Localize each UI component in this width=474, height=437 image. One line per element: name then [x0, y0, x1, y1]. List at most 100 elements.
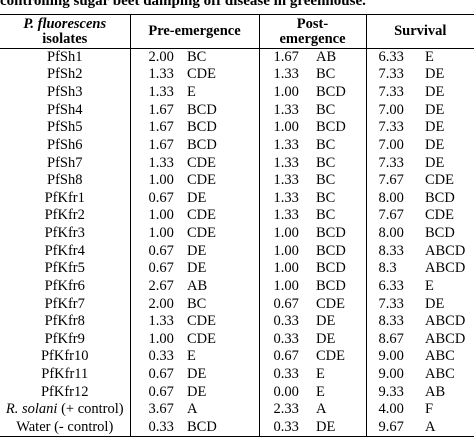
- isolate-cell: PfKfr2: [44, 207, 85, 224]
- pre-emergence-value: 1.33: [129, 66, 187, 84]
- survival-value: 7.67: [365, 207, 426, 225]
- pre-emergence-value: 3.67: [129, 401, 187, 419]
- pre-emergence-group: CDE: [187, 313, 216, 330]
- pre-emergence-group: DE: [187, 242, 207, 259]
- table-row: PfSh3 1.33 E 1.00 BCD 7.33 DE: [0, 83, 474, 102]
- table-row: PfSh1 2.00 BC 1.67 AB 6.33 E: [0, 48, 474, 67]
- post-emergence-value: 1.00: [258, 277, 316, 296]
- post-emergence-value: 1.67: [258, 48, 316, 67]
- pre-emergence-group: BCD: [187, 119, 217, 136]
- isolate-cell: PfSh6: [47, 136, 83, 153]
- survival-group: ABC: [425, 366, 455, 383]
- survival-value: 7.00: [365, 101, 426, 119]
- post-emergence-group: E: [316, 383, 325, 400]
- survival-value: 8.33: [365, 312, 426, 331]
- pre-emergence-group: BC: [187, 49, 207, 66]
- table-row: PfKfr7 2.00 BC 0.67 CDE 7.33 DE: [0, 295, 474, 313]
- post-emergence-group: BCD: [316, 84, 346, 101]
- post-emergence-value: 1.33: [258, 136, 316, 155]
- table-row: PfSh5 1.67 BCD 1.00 BCD 7.33 DE: [0, 119, 474, 137]
- isolate-cell: PfSh7: [47, 154, 83, 171]
- pre-emergence-group: E: [187, 84, 196, 101]
- survival-value: 7.33: [365, 83, 426, 102]
- table-row: PfKfr8 1.33 CDE 0.33 DE 8.33 ABCD: [0, 312, 474, 331]
- post-emergence-group: BCD: [316, 260, 346, 277]
- survival-value: 8.00: [365, 189, 426, 208]
- post-emergence-value: 1.33: [258, 171, 316, 190]
- post-emergence-group: CDE: [316, 295, 345, 312]
- post-emergence-group: BCD: [316, 277, 346, 294]
- survival-value: 7.33: [365, 154, 426, 172]
- isolate-cell: PfKfr1: [44, 189, 85, 206]
- post-emergence-group: DE: [316, 313, 336, 330]
- post-emergence-group: DE: [316, 330, 336, 347]
- table-row: PfSh2 1.33 CDE 1.33 BC 7.33 DE: [0, 66, 474, 84]
- header-post-line2: emergence: [279, 30, 346, 47]
- isolate-cell: PfSh1: [47, 49, 83, 66]
- post-emergence-value: 1.33: [258, 207, 316, 225]
- survival-value: 4.00: [365, 401, 426, 419]
- table-row: PfKfr6 2.67 AB 1.00 BCD 6.33 E: [0, 277, 474, 296]
- table-row: PfKfr1 0.67 DE 1.33 BC 8.00 BCD: [0, 189, 474, 208]
- table-row: PfSh4 1.67 BCD 1.33 BC 7.00 DE: [0, 101, 474, 119]
- pre-emergence-value: 2.00: [129, 48, 187, 67]
- survival-value: 7.00: [365, 136, 426, 155]
- isolate-cell: PfKfr7: [44, 295, 85, 312]
- header-survival: Survival: [365, 14, 474, 49]
- isolate-cell: PfSh8: [47, 172, 83, 189]
- post-emergence-group: BCD: [316, 119, 346, 136]
- survival-group: AB: [425, 383, 446, 400]
- post-emergence-group: E: [316, 366, 325, 383]
- header-post-emergence: Post- emergence: [258, 14, 367, 49]
- pre-emergence-value: 1.67: [129, 119, 187, 137]
- table-row: PfKfr4 0.67 DE 1.00 BCD 8.33 ABCD: [0, 242, 474, 260]
- isolate-cell: PfKfr10: [40, 348, 89, 365]
- results-table: P. fluorescens isolates Pre-emergence Po…: [0, 14, 474, 437]
- pre-emergence-group: DE: [187, 189, 207, 206]
- survival-group: BCD: [425, 225, 455, 242]
- survival-group: DE: [425, 154, 445, 171]
- survival-value: 8.00: [365, 224, 426, 243]
- post-emergence-value: 0.67: [258, 295, 316, 313]
- isolate-cell: PfKfr11: [41, 366, 89, 383]
- pre-emergence-value: 2.00: [129, 295, 187, 313]
- isolate-cell: PfKfr3: [44, 225, 85, 242]
- survival-group: CDE: [425, 172, 455, 189]
- post-emergence-group: BC: [316, 154, 336, 171]
- survival-value: 8.67: [365, 330, 426, 349]
- table-row: PfKfr10 0.33 E 0.67 CDE 9.00 ABC: [0, 348, 474, 366]
- pre-emergence-group: A: [187, 401, 198, 418]
- isolate-cell: Water (- control): [0, 418, 130, 437]
- post-emergence-group: BCD: [316, 242, 346, 259]
- header-pre-emergence: Pre-emergence: [129, 14, 259, 49]
- pre-emergence-value: 0.33: [129, 348, 187, 366]
- post-emergence-group: BC: [316, 101, 336, 118]
- pre-emergence-value: 1.67: [129, 136, 187, 155]
- table-row: PfSh7 1.33 CDE 1.33 BC 7.33 DE: [0, 154, 474, 172]
- table-body: PfSh1 2.00 BC 1.67 AB 6.33 E PfSh2 1.33 CDE 1.33 BC…: [0, 48, 474, 437]
- pre-emergence-value: 1.00: [129, 224, 187, 243]
- pre-emergence-value: 1.33: [129, 312, 187, 331]
- pre-emergence-group: BCD: [187, 101, 217, 118]
- pre-emergence-value: 0.67: [129, 189, 187, 208]
- header-row: P. fluorescens isolates Pre-emergence Po…: [0, 14, 474, 49]
- table-row: R. solani (+ control) 3.67 A 2.33 A 4.00 F: [0, 401, 474, 419]
- header-isolates-species: P. fluorescens: [23, 15, 107, 32]
- table-row: PfKfr11 0.67 DE 0.33 E 9.00 ABC: [0, 365, 474, 384]
- pre-emergence-value: 0.67: [129, 260, 187, 278]
- pre-emergence-group: BCD: [187, 136, 217, 153]
- survival-group: F: [425, 401, 434, 418]
- survival-value: 9.00: [365, 365, 426, 384]
- survival-value: 8.33: [365, 242, 426, 260]
- post-emergence-group: BC: [316, 172, 336, 189]
- pre-emergence-value: 1.67: [129, 101, 187, 119]
- post-emergence-value: 1.00: [258, 224, 316, 243]
- pre-emergence-group: BC: [187, 295, 207, 312]
- table-caption: controlling sugar beet damping off disea…: [0, 0, 366, 9]
- survival-value: 9.67: [365, 418, 426, 437]
- survival-value: 6.33: [365, 48, 426, 67]
- post-emergence-group: A: [316, 401, 327, 418]
- post-emergence-value: 2.33: [258, 401, 316, 419]
- table-row: PfKfr3 1.00 CDE 1.00 BCD 8.00 BCD: [0, 224, 474, 243]
- isolate-species-name: R. solani: [5, 401, 58, 418]
